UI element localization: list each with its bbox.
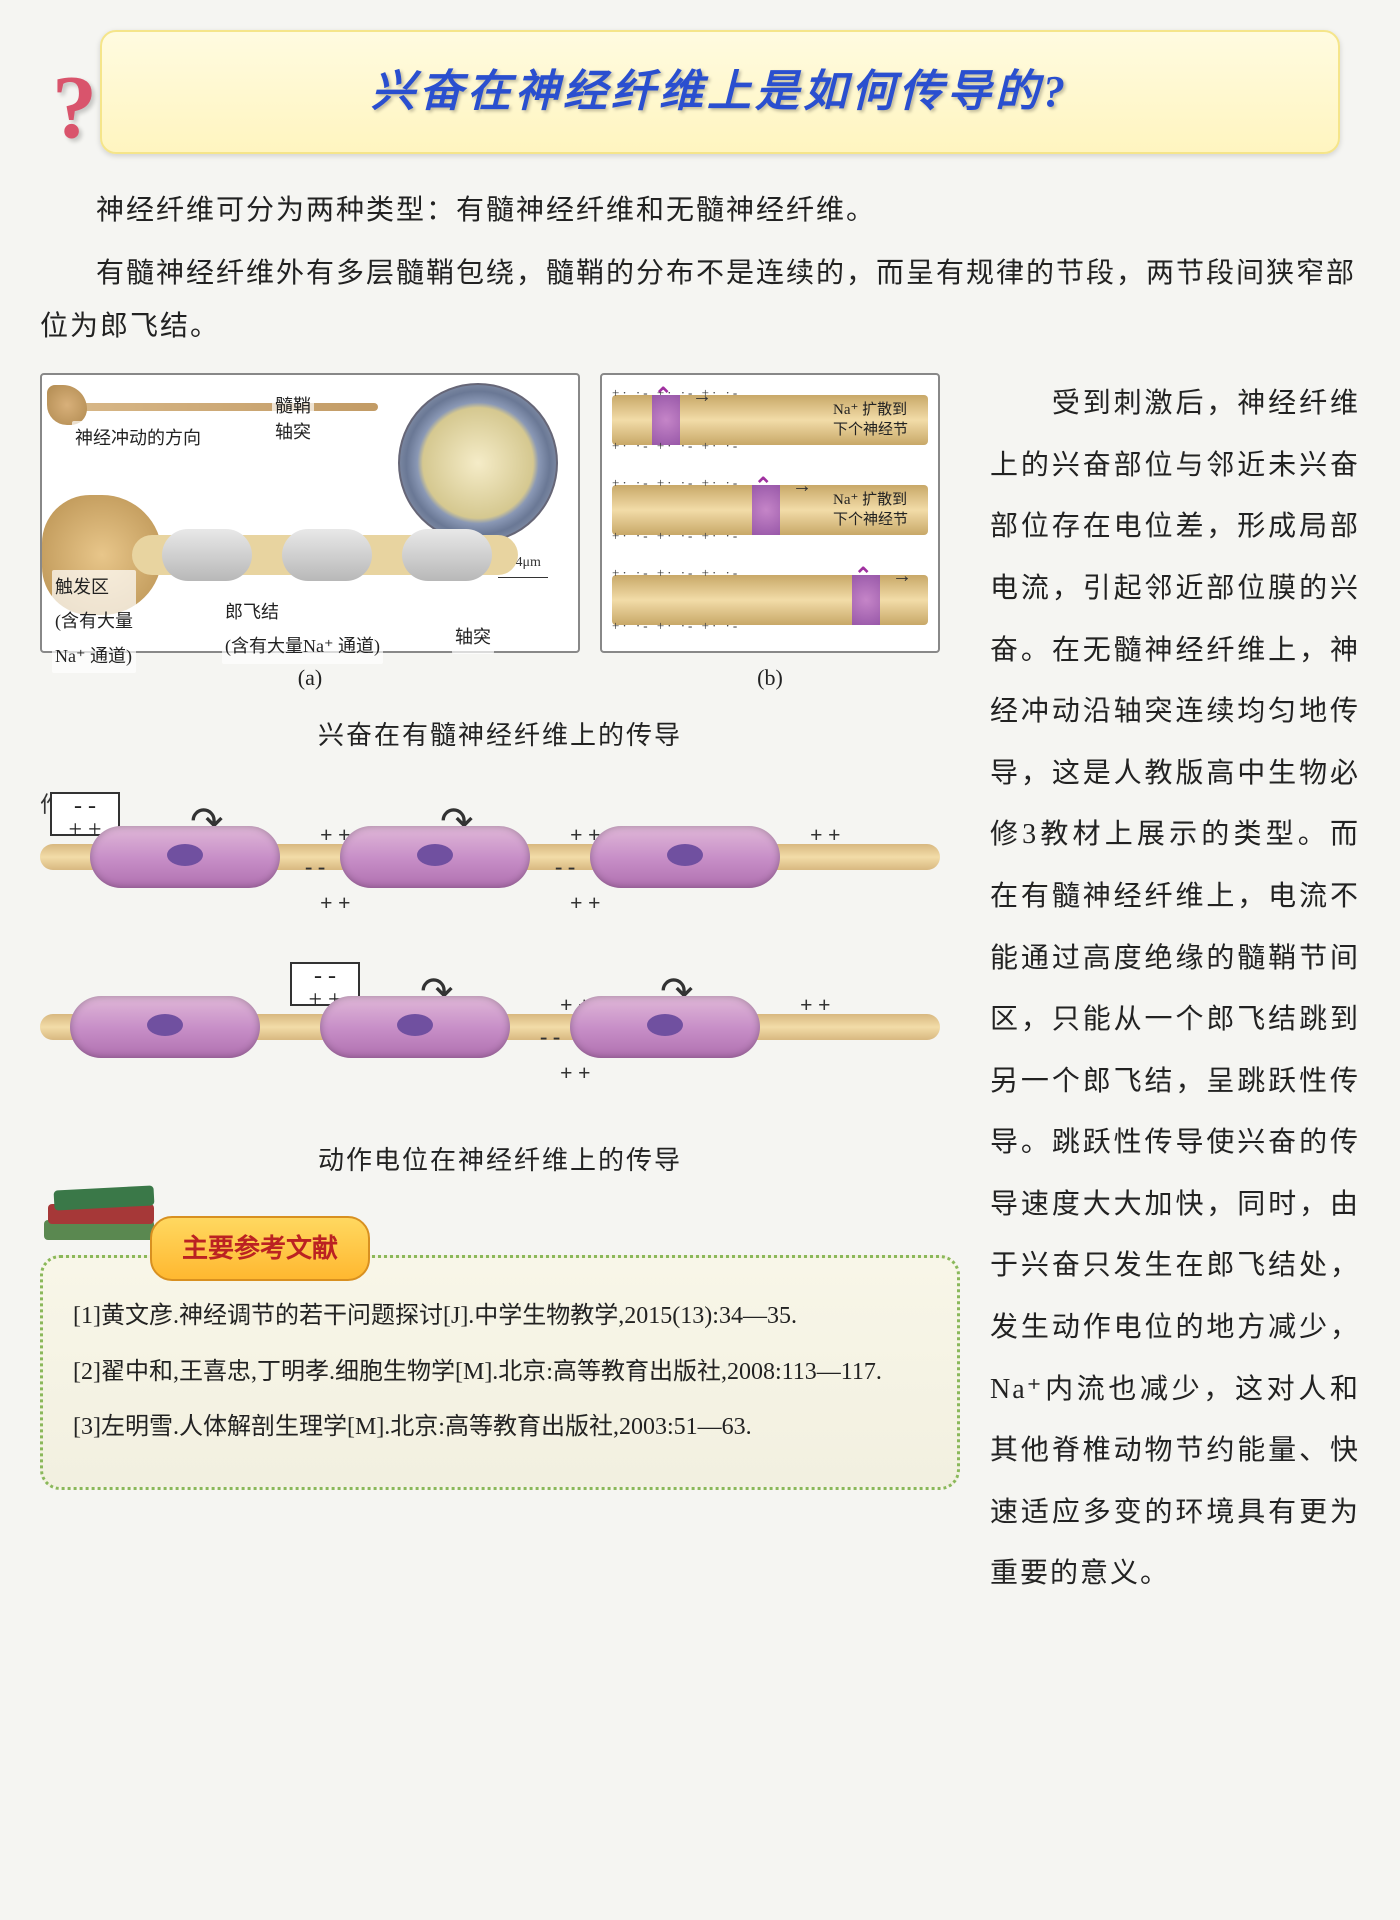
diffusion-note: Na⁺ 扩散到 下个神经节 bbox=[833, 491, 908, 530]
spike-icon: ⌃ bbox=[754, 465, 772, 507]
books-icon bbox=[40, 1186, 160, 1256]
intro-p2: 有髓神经纤维外有多层髓鞘包绕，髓鞘的分布不是连续的，而呈有规律的节段，两节段间狭… bbox=[40, 247, 1360, 353]
myelin-icon bbox=[320, 996, 510, 1058]
myelin-icon bbox=[340, 826, 530, 888]
label-trigger-zone: 触发区 (含有大量 Na⁺ 通道) bbox=[52, 570, 136, 673]
intro-text: 神经纤维可分为两种类型：有髓神经纤维和无髓神经纤维。 有髓神经纤维外有多层髓鞘包… bbox=[40, 184, 1360, 354]
figure-2-caption: 动作电位在神经纤维上的传导 bbox=[40, 1136, 960, 1185]
myelin-icon bbox=[90, 826, 280, 888]
cross-section-icon bbox=[398, 383, 558, 543]
fiber-2: - - bbox=[40, 1014, 940, 1040]
panel-b-wrap: +· ·- +· ·- +· ·- ⌃ → Na⁺ 扩散到 下个神经节 +· ·… bbox=[600, 373, 940, 699]
arrow-icon: → bbox=[692, 377, 712, 415]
page-title: 兴奋在神经纤维上是如何传导的? bbox=[142, 50, 1298, 134]
arrow-icon: → bbox=[892, 557, 912, 595]
references-heading: 主要参考文献 bbox=[150, 1216, 370, 1281]
reference-item: [2]翟中和,王喜忠,丁明孝.细胞生物学[M].北京:高等教育出版社,2008:… bbox=[145, 1350, 927, 1396]
myelin-seg bbox=[162, 529, 252, 581]
arrow-icon: → bbox=[792, 467, 812, 505]
myelin-seg bbox=[402, 529, 492, 581]
reference-item: [3]左明雪.人体解剖生理学[M].北京:高等教育出版社,2003:51—63. bbox=[145, 1405, 927, 1451]
panel-b-label: (b) bbox=[600, 657, 940, 699]
label-axon-bottom: 轴突 bbox=[452, 620, 494, 654]
fiber-1: - - - - bbox=[40, 844, 940, 870]
main-columns: 神经冲动的方向 髓鞘 轴突 0.4μm 触发区 (含有大量 Na⁺ 通道) 郎飞… bbox=[40, 373, 1360, 1605]
upper-neuron bbox=[52, 403, 378, 411]
figure-1: 神经冲动的方向 髓鞘 轴突 0.4μm 触发区 (含有大量 Na⁺ 通道) 郎飞… bbox=[40, 373, 960, 699]
main-axon bbox=[132, 535, 518, 575]
figure-2: 作电位 - - + + ↷ ↷ + + + + + + - - - - + + … bbox=[40, 784, 960, 1124]
diffusion-note: Na⁺ 扩散到 下个神经节 bbox=[833, 401, 908, 440]
myelin-seg bbox=[282, 529, 372, 581]
right-column-text: 受到刺激后，神经纤维上的兴奋部位与邻近未兴奋部位存在电位差，形成局部电流，引起邻… bbox=[990, 373, 1360, 1605]
panel-b: +· ·- +· ·- +· ·- ⌃ → Na⁺ 扩散到 下个神经节 +· ·… bbox=[600, 373, 940, 653]
title-banner: ? 兴奋在神经纤维上是如何传导的? bbox=[100, 30, 1340, 154]
reference-item: [1]黄文彦.神经调节的若干问题探讨[J].中学生物教学,2015(13):34… bbox=[145, 1294, 927, 1340]
references-section: 主要参考文献 [1]黄文彦.神经调节的若干问题探讨[J].中学生物教学,2015… bbox=[40, 1216, 960, 1490]
myelin-icon bbox=[590, 826, 780, 888]
references-box: [1]黄文彦.神经调节的若干问题探讨[J].中学生物教学,2015(13):34… bbox=[40, 1255, 960, 1490]
fiber-band: +· ·- +· ·- +· ·- ⌃ → Na⁺ 扩散到 下个神经节 +· ·… bbox=[612, 395, 928, 445]
fiber-band: +· ·- +· ·- +· ·- ⌃ → +· ·- +· ·- +· ·- bbox=[612, 575, 928, 625]
label-axon-top: 轴突 bbox=[272, 415, 314, 449]
fiber-band: +· ·- +· ·- +· ·- ⌃ → Na⁺ 扩散到 下个神经节 +· ·… bbox=[612, 485, 928, 535]
myelin-icon bbox=[570, 996, 760, 1058]
intro-p1: 神经纤维可分为两种类型：有髓神经纤维和无髓神经纤维。 bbox=[40, 184, 1360, 237]
figure-1-caption: 兴奋在有髓神经纤维上的传导 bbox=[40, 711, 960, 760]
spike-icon: ⌃ bbox=[854, 555, 872, 597]
label-node-ranvier: 郎飞结 (含有大量Na⁺ 通道) bbox=[222, 595, 383, 663]
left-column: 神经冲动的方向 髓鞘 轴突 0.4μm 触发区 (含有大量 Na⁺ 通道) 郎飞… bbox=[40, 373, 960, 1605]
question-mark-icon: ? bbox=[52, 22, 97, 193]
panel-a-wrap: 神经冲动的方向 髓鞘 轴突 0.4μm 触发区 (含有大量 Na⁺ 通道) 郎飞… bbox=[40, 373, 580, 699]
spike-icon: ⌃ bbox=[654, 375, 672, 417]
label-impulse-direction: 神经冲动的方向 bbox=[72, 421, 204, 455]
myelin-icon bbox=[70, 996, 260, 1058]
panel-a: 神经冲动的方向 髓鞘 轴突 0.4μm 触发区 (含有大量 Na⁺ 通道) 郎飞… bbox=[40, 373, 580, 653]
